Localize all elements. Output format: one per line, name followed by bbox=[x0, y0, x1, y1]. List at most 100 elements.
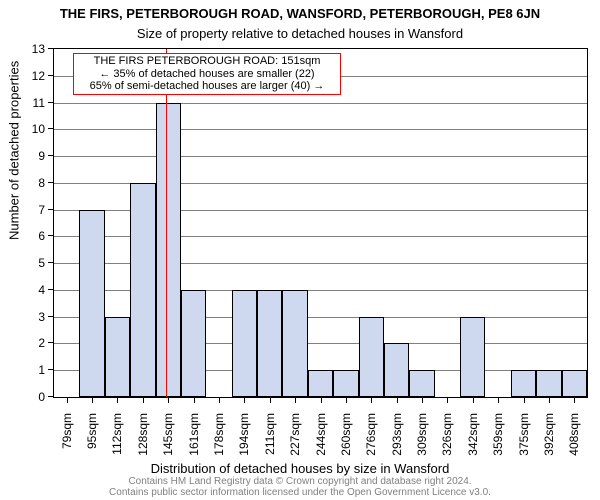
y-tick-label: 2 bbox=[25, 336, 45, 350]
x-tick-label: 194sqm bbox=[237, 413, 251, 463]
histogram-bar bbox=[511, 370, 536, 397]
histogram-bar bbox=[384, 343, 409, 397]
y-tick-mark bbox=[48, 155, 53, 156]
histogram-bar bbox=[156, 103, 181, 397]
x-tick-mark bbox=[397, 398, 398, 403]
y-axis-label: Number of detached properties bbox=[7, 61, 22, 240]
x-tick-label: 276sqm bbox=[364, 413, 378, 463]
footer-line-2: Contains public sector information licen… bbox=[0, 487, 600, 498]
x-tick-label: 112sqm bbox=[110, 413, 124, 463]
x-tick-label: 161sqm bbox=[187, 413, 201, 463]
x-tick-label: 408sqm bbox=[567, 413, 581, 463]
x-tick-label: 211sqm bbox=[263, 413, 277, 463]
annotation-line: 65% of semi-detached houses are larger (… bbox=[76, 80, 338, 93]
y-tick-label: 0 bbox=[25, 390, 45, 404]
x-tick-label: 145sqm bbox=[161, 413, 175, 463]
x-tick-label: 227sqm bbox=[288, 413, 302, 463]
x-tick-mark bbox=[574, 398, 575, 403]
gridline bbox=[54, 103, 587, 104]
x-tick-mark bbox=[219, 398, 220, 403]
histogram-bar bbox=[79, 210, 104, 397]
x-tick-label: 375sqm bbox=[517, 413, 531, 463]
histogram-bar bbox=[282, 290, 307, 397]
x-tick-mark bbox=[321, 398, 322, 403]
histogram-bar bbox=[409, 370, 434, 397]
y-tick-mark bbox=[48, 262, 53, 263]
y-tick-mark bbox=[48, 128, 53, 129]
histogram-bar bbox=[257, 290, 282, 397]
x-tick-mark bbox=[194, 398, 195, 403]
y-tick-label: 12 bbox=[25, 69, 45, 83]
x-tick-mark bbox=[143, 398, 144, 403]
histogram-bar bbox=[536, 370, 561, 397]
x-tick-label: 392sqm bbox=[542, 413, 556, 463]
y-tick-label: 7 bbox=[25, 203, 45, 217]
marker-line bbox=[166, 49, 167, 397]
y-tick-mark bbox=[48, 182, 53, 183]
histogram-bar bbox=[333, 370, 358, 397]
y-tick-label: 5 bbox=[25, 256, 45, 270]
x-tick-mark bbox=[244, 398, 245, 403]
x-tick-mark bbox=[92, 398, 93, 403]
chart-container: THE FIRS, PETERBOROUGH ROAD, WANSFORD, P… bbox=[0, 0, 600, 500]
x-tick-label: 95sqm bbox=[85, 413, 99, 463]
histogram-bar bbox=[130, 183, 155, 397]
x-tick-label: 244sqm bbox=[314, 413, 328, 463]
x-tick-label: 359sqm bbox=[491, 413, 505, 463]
histogram-bar bbox=[359, 317, 384, 397]
y-tick-mark bbox=[48, 209, 53, 210]
x-tick-mark bbox=[447, 398, 448, 403]
plot-area bbox=[53, 48, 588, 398]
x-axis-label: Distribution of detached houses by size … bbox=[0, 461, 600, 476]
y-tick-label: 1 bbox=[25, 363, 45, 377]
histogram-bar bbox=[308, 370, 333, 397]
x-tick-mark bbox=[67, 398, 68, 403]
y-tick-label: 4 bbox=[25, 283, 45, 297]
gridline bbox=[54, 129, 587, 130]
y-tick-label: 11 bbox=[25, 96, 45, 110]
y-tick-label: 13 bbox=[25, 42, 45, 56]
y-tick-mark bbox=[48, 235, 53, 236]
x-tick-mark bbox=[295, 398, 296, 403]
y-tick-label: 9 bbox=[25, 149, 45, 163]
x-tick-mark bbox=[117, 398, 118, 403]
y-tick-mark bbox=[48, 342, 53, 343]
x-tick-label: 293sqm bbox=[390, 413, 404, 463]
y-tick-label: 10 bbox=[25, 122, 45, 136]
x-tick-label: 178sqm bbox=[212, 413, 226, 463]
histogram-bar bbox=[105, 317, 130, 397]
y-tick-label: 6 bbox=[25, 229, 45, 243]
histogram-bar bbox=[181, 290, 206, 397]
y-tick-mark bbox=[48, 75, 53, 76]
x-tick-mark bbox=[168, 398, 169, 403]
gridline bbox=[54, 156, 587, 157]
x-tick-mark bbox=[549, 398, 550, 403]
footer-attribution: Contains HM Land Registry data © Crown c… bbox=[0, 476, 600, 498]
histogram-bar bbox=[562, 370, 587, 397]
x-tick-label: 342sqm bbox=[466, 413, 480, 463]
y-tick-mark bbox=[48, 369, 53, 370]
x-tick-mark bbox=[498, 398, 499, 403]
x-tick-mark bbox=[346, 398, 347, 403]
histogram-bar bbox=[460, 317, 485, 397]
y-tick-mark bbox=[48, 102, 53, 103]
x-tick-label: 260sqm bbox=[339, 413, 353, 463]
chart-subtitle: Size of property relative to detached ho… bbox=[0, 26, 600, 41]
annotation-line: ← 35% of detached houses are smaller (22… bbox=[76, 68, 338, 81]
x-tick-mark bbox=[270, 398, 271, 403]
y-tick-label: 3 bbox=[25, 310, 45, 324]
chart-title: THE FIRS, PETERBOROUGH ROAD, WANSFORD, P… bbox=[0, 6, 600, 21]
annotation-box: THE FIRS PETERBOROUGH ROAD: 151sqm← 35% … bbox=[73, 53, 341, 95]
x-tick-mark bbox=[371, 398, 372, 403]
y-tick-mark bbox=[48, 48, 53, 49]
footer-line-1: Contains HM Land Registry data © Crown c… bbox=[0, 476, 600, 487]
x-tick-label: 326sqm bbox=[440, 413, 454, 463]
y-tick-mark bbox=[48, 316, 53, 317]
x-tick-mark bbox=[473, 398, 474, 403]
x-tick-label: 79sqm bbox=[60, 413, 74, 463]
x-tick-label: 309sqm bbox=[415, 413, 429, 463]
y-tick-label: 8 bbox=[25, 176, 45, 190]
x-tick-mark bbox=[524, 398, 525, 403]
y-tick-mark bbox=[48, 289, 53, 290]
annotation-line: THE FIRS PETERBOROUGH ROAD: 151sqm bbox=[76, 55, 338, 68]
